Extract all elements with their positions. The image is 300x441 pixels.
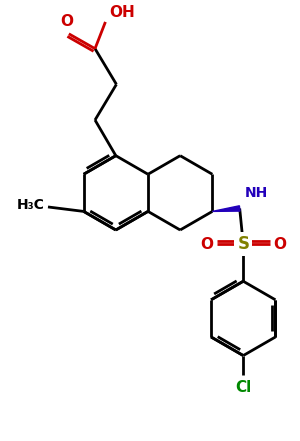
- Text: NH: NH: [245, 186, 268, 199]
- Text: O: O: [200, 237, 213, 252]
- Text: H₃C: H₃C: [16, 198, 44, 213]
- Text: S: S: [237, 235, 249, 253]
- Text: Cl: Cl: [235, 380, 251, 395]
- Text: O: O: [60, 15, 73, 30]
- Polygon shape: [212, 206, 240, 211]
- Text: O: O: [274, 237, 286, 252]
- Text: OH: OH: [109, 5, 135, 20]
